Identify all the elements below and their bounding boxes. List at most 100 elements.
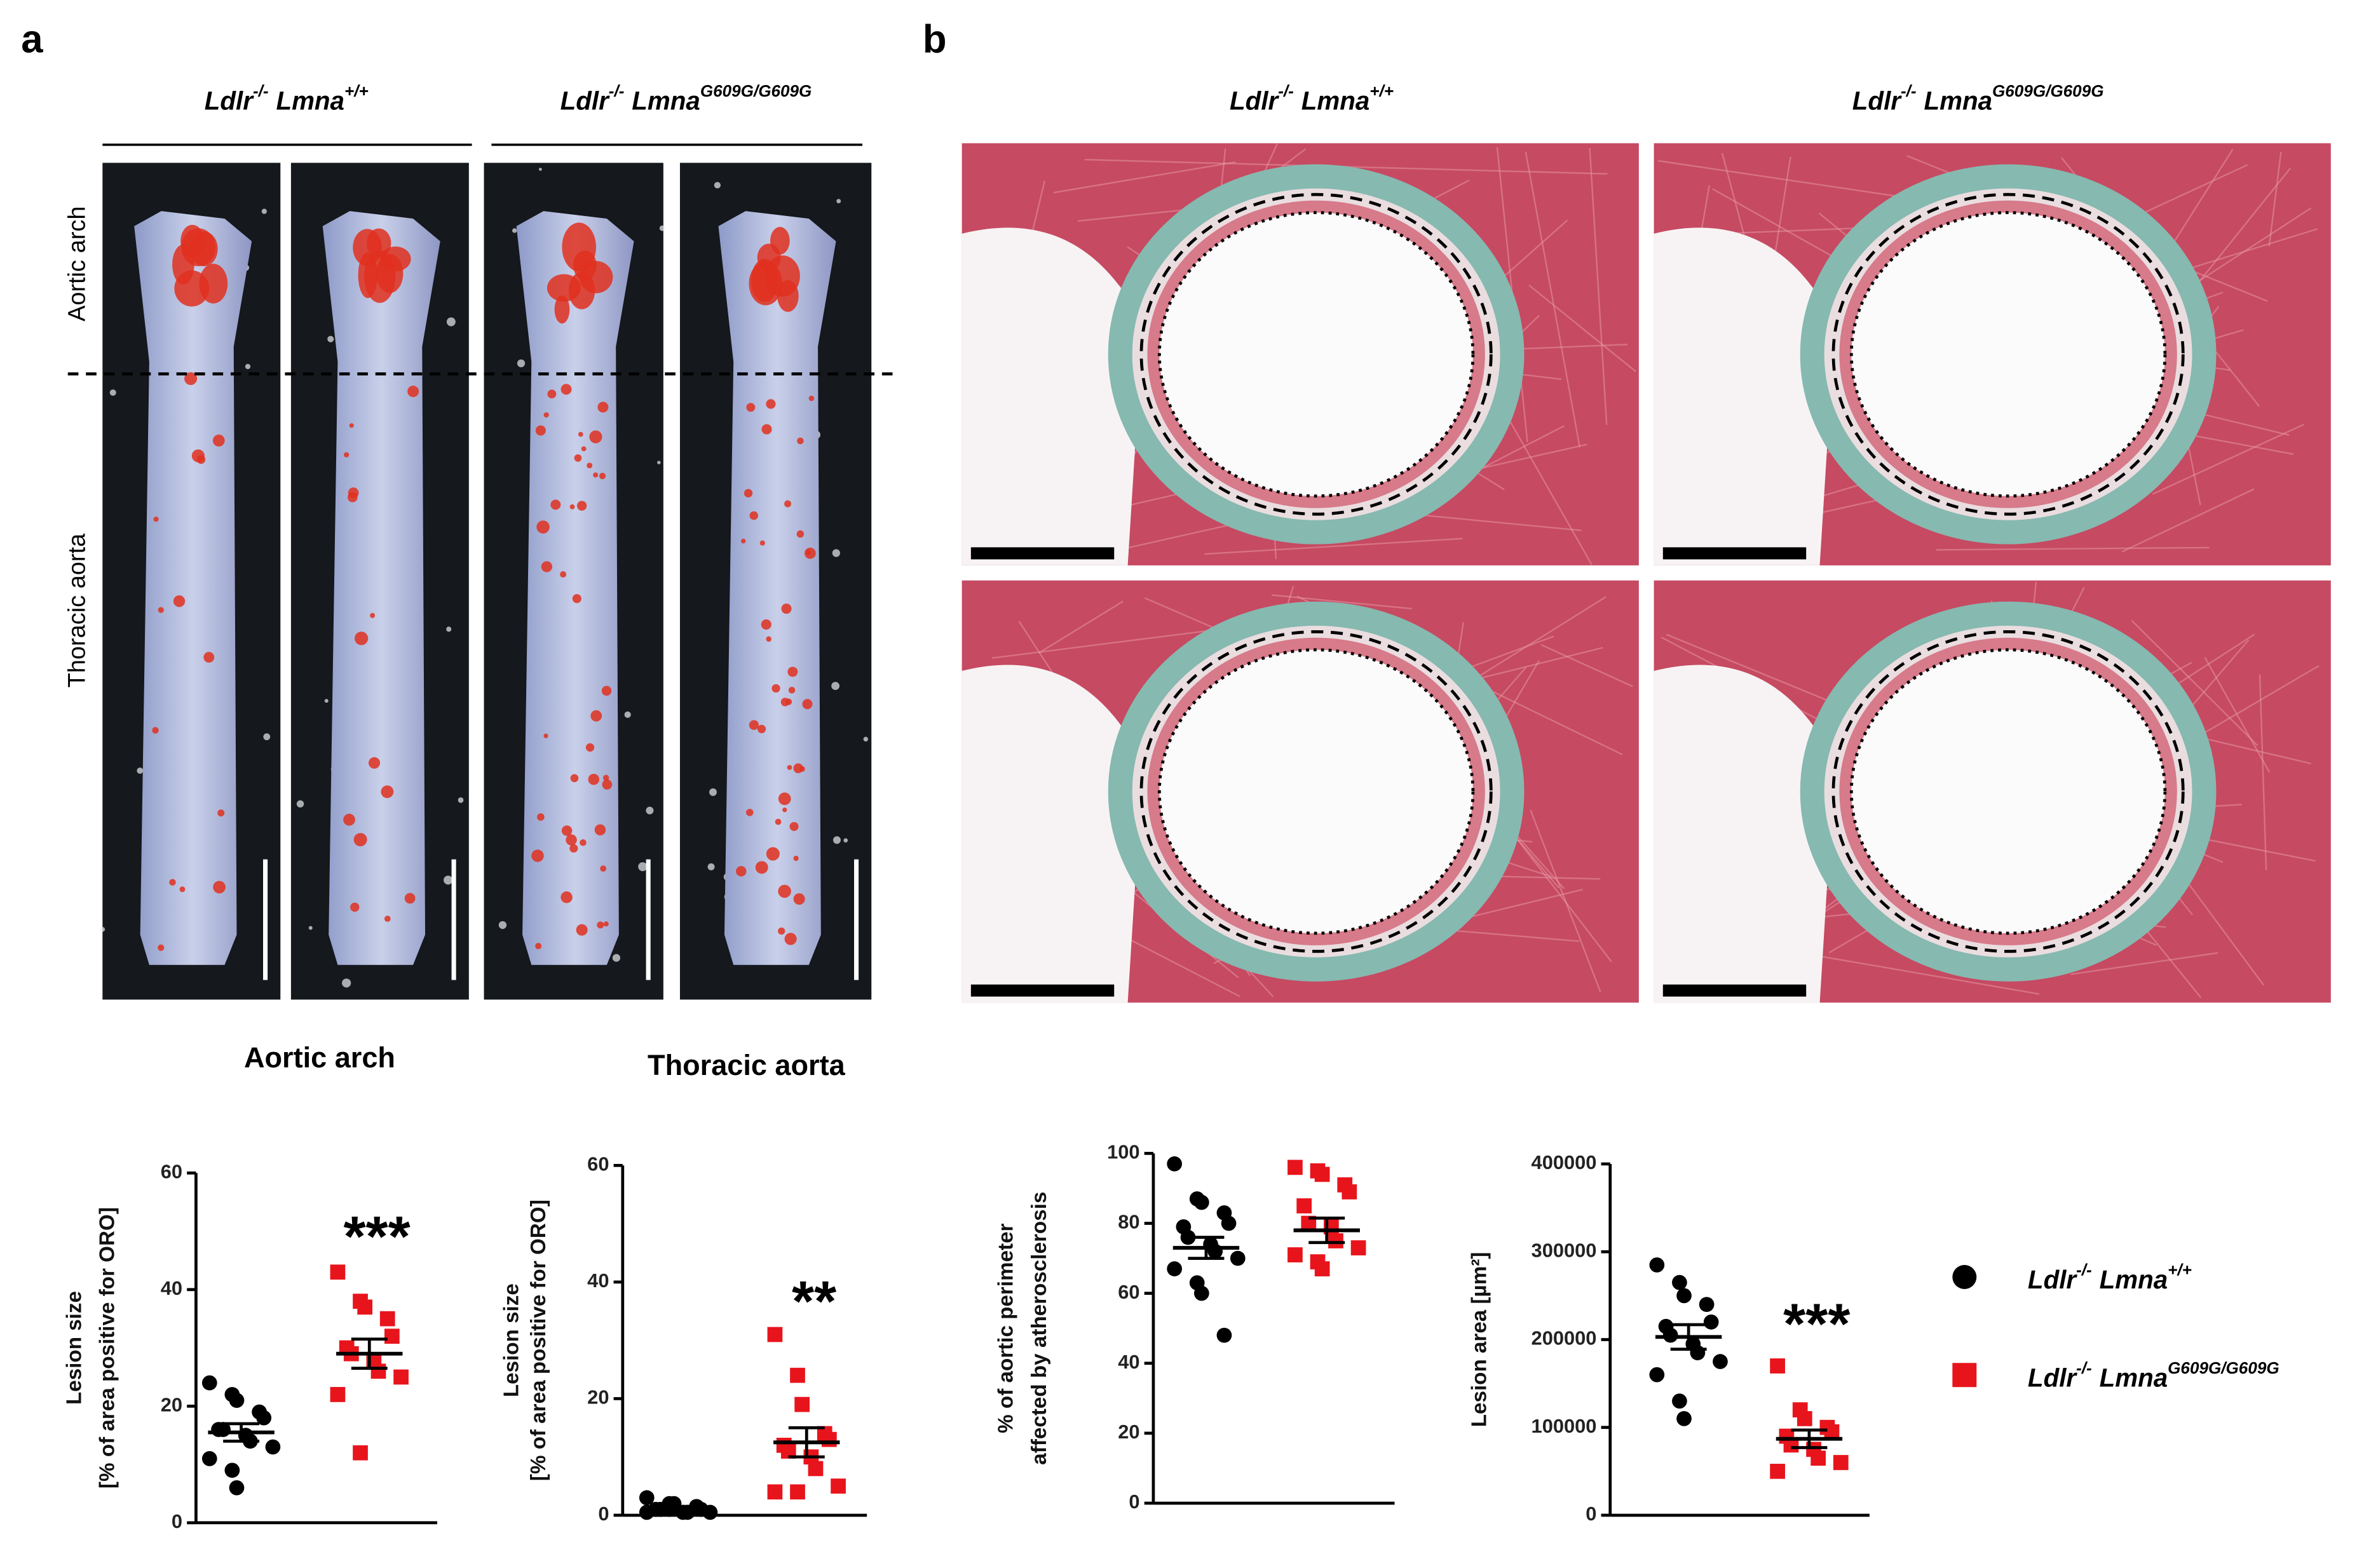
lesion-spot: [368, 757, 381, 769]
y-axis-label: Lesion size: [62, 1291, 86, 1405]
lesion-spot: [158, 944, 165, 951]
lesion-spot: [536, 520, 550, 534]
tissue-fiber: [1528, 285, 1637, 373]
lesion-spot: [152, 727, 159, 734]
data-point: [256, 1410, 272, 1426]
panel-label: b: [923, 18, 947, 62]
data-point: [1824, 1424, 1840, 1440]
data-point: [384, 1328, 400, 1344]
y-tick-label: 0: [172, 1510, 182, 1532]
data-point: [1221, 1215, 1237, 1231]
lesion-spot: [370, 612, 376, 618]
lesion-spot: [531, 849, 544, 862]
data-point: [201, 1451, 217, 1466]
background-space: [1654, 227, 1835, 565]
y-tick-label: 40: [161, 1277, 182, 1299]
lumen: [1147, 637, 1485, 945]
photo-speck: [714, 182, 721, 189]
lesion-spot: [789, 821, 799, 831]
gene: Lmna: [2100, 1363, 2168, 1392]
tissue-fiber: [2268, 151, 2282, 247]
lesion-spot: [407, 386, 419, 397]
y-tick-label: 60: [161, 1160, 182, 1182]
data-point: [1314, 1261, 1330, 1276]
background-space: [961, 227, 1143, 565]
lesion-spot: [601, 686, 612, 696]
photo-speck: [109, 389, 116, 396]
lesion-spot: [593, 472, 599, 478]
tissue-fiber: [1525, 151, 1581, 448]
data-point: [1649, 1367, 1665, 1382]
y-tick-label: 40: [1118, 1351, 1139, 1373]
lesion-spot: [761, 619, 771, 630]
lesion-spot: [766, 847, 780, 861]
panel-label: a: [21, 18, 43, 62]
y-tick-label: 40: [587, 1269, 609, 1292]
lesion-spot: [602, 774, 609, 781]
y-tick-label: 400000: [1532, 1151, 1597, 1173]
lesion-spot: [379, 246, 411, 272]
data-point: [330, 1387, 346, 1402]
lesion-spot: [344, 452, 350, 458]
lesion-spot: [740, 538, 746, 544]
lesion-spot: [217, 809, 225, 817]
lesion-spot: [179, 886, 186, 893]
lesion-spot: [347, 492, 358, 503]
data-point: [393, 1369, 409, 1385]
data-point: [1230, 1250, 1246, 1266]
lesion-spot: [561, 825, 573, 836]
data-point: [1699, 1297, 1715, 1313]
lesion-spot: [597, 402, 609, 413]
photo-speck: [657, 461, 661, 464]
data-point: [1672, 1274, 1687, 1290]
lesion-spot: [784, 500, 792, 508]
data-point: [1350, 1240, 1366, 1255]
lesion-spot: [174, 270, 210, 307]
lesion-spot: [535, 425, 546, 436]
lesion-spot: [354, 632, 369, 645]
y-axis-label: [% of area positive for ORO]: [96, 1207, 119, 1489]
lesion-spot: [578, 431, 583, 437]
data-point: [794, 1396, 810, 1412]
data-point: [767, 1484, 783, 1500]
lesion-spot: [759, 540, 765, 546]
photo-speck: [261, 208, 267, 214]
photo-speck: [100, 927, 105, 932]
lesion-spot: [749, 261, 783, 306]
lesion-spot: [780, 698, 790, 706]
chart-title: Thoracic aorta: [648, 1049, 846, 1081]
lesion-spot: [787, 765, 792, 770]
data-point: [831, 1478, 846, 1494]
gene: Ldlr: [205, 86, 254, 115]
gene: Lmna: [1301, 86, 1370, 115]
aorta: [134, 211, 252, 965]
lesion-outline: [1139, 630, 1493, 953]
genotype-label: Ldlr-/- LmnaG609G/G609G: [1852, 81, 2104, 115]
data-point: [229, 1393, 245, 1408]
lesion-spot: [353, 229, 382, 266]
lesion-spot: [184, 372, 198, 386]
genotype-label: Ldlr-/- Lmna+/+: [205, 81, 369, 115]
lesion-spot: [782, 808, 787, 813]
genotype-label: Ldlr-/- LmnaG609G/G609G: [560, 81, 812, 115]
tissue-fiber: [2152, 423, 2304, 495]
photo-speck: [707, 863, 715, 870]
lesion-spot: [560, 891, 573, 903]
data-point: [370, 1363, 386, 1379]
superscript: +/+: [344, 81, 369, 100]
lesion-spot: [793, 855, 799, 862]
photo-speck: [832, 836, 841, 844]
data-point: [1770, 1463, 1785, 1479]
lesion-spot: [603, 921, 609, 927]
photo-speck: [327, 335, 334, 342]
lesion-spot: [757, 724, 766, 734]
data-point: [353, 1445, 368, 1461]
y-tick-label: 0: [1586, 1503, 1596, 1525]
lesion-spot: [576, 501, 587, 511]
lesion-spot: [585, 743, 595, 752]
data-point: [780, 1443, 796, 1459]
photo-speck: [863, 736, 869, 742]
lesion-spot: [766, 399, 776, 409]
genotype-label: Ldlr-/- Lmna+/+: [2028, 1260, 2192, 1294]
